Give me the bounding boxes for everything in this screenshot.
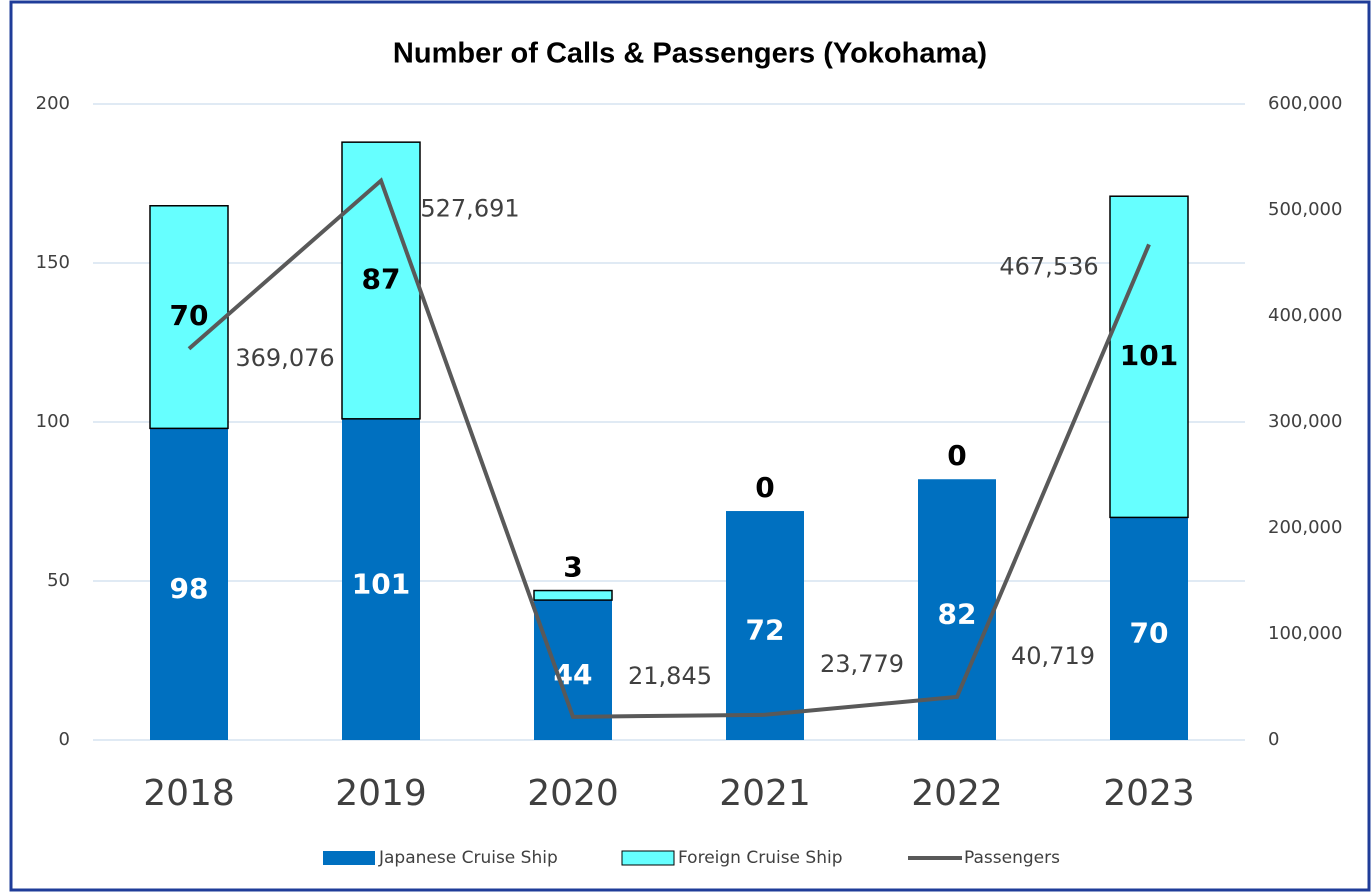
y2-tick-label: 200,000	[1268, 517, 1342, 538]
value-label: 70	[1130, 617, 1169, 650]
legend-label: Passengers	[964, 848, 1060, 868]
value-label: 82	[938, 598, 977, 631]
y2-tick-label: 400,000	[1268, 305, 1342, 326]
bar	[533, 589, 613, 601]
x-tick-label: 2022	[911, 773, 1003, 814]
value-label: 87	[362, 262, 401, 295]
bar	[150, 428, 228, 740]
bar	[1109, 195, 1189, 519]
legend-swatch	[323, 851, 375, 865]
legend-label: Japanese Cruise Ship	[378, 848, 558, 868]
legend-swatch	[621, 850, 675, 866]
y2-tick-label: 600,000	[1268, 93, 1342, 114]
line-value-label: 40,719	[1011, 642, 1095, 670]
x-tick-label: 2023	[1103, 773, 1195, 814]
x-tick-label: 2021	[719, 773, 811, 814]
line-value-label: 23,779	[820, 650, 904, 678]
value-label: 3	[563, 551, 582, 584]
y-tick-label: 200	[36, 93, 70, 114]
value-label: 101	[352, 567, 410, 600]
chart-title: Number of Calls & Passengers (Yokohama)	[393, 38, 987, 70]
y2-tick-label: 300,000	[1268, 411, 1342, 432]
y2-tick-label: 100,000	[1268, 623, 1342, 644]
value-label: 101	[1120, 339, 1178, 372]
y-tick-label: 0	[59, 729, 70, 750]
legend-label: Foreign Cruise Ship	[678, 848, 843, 868]
x-tick-label: 2020	[527, 773, 619, 814]
value-label: 70	[170, 299, 209, 332]
value-label: 0	[755, 471, 774, 504]
bar	[341, 141, 421, 420]
y2-tick-label: 0	[1268, 729, 1279, 750]
y-tick-label: 150	[36, 252, 70, 273]
bar	[1110, 517, 1188, 740]
line-value-label: 527,691	[420, 195, 519, 223]
y2-tick-label: 500,000	[1268, 199, 1342, 220]
x-tick-label: 2019	[335, 773, 427, 814]
line-value-label: 369,076	[235, 344, 334, 372]
line-value-label: 467,536	[999, 252, 1098, 280]
bar	[726, 511, 804, 740]
value-label: 72	[746, 614, 785, 647]
value-label: 98	[170, 572, 209, 605]
bar	[342, 418, 420, 740]
bar	[149, 205, 229, 430]
x-tick-label: 2018	[143, 773, 235, 814]
y-tick-label: 100	[36, 411, 70, 432]
line	[187, 177, 1151, 719]
line-value-label: 21,845	[628, 662, 712, 690]
value-label: 0	[947, 439, 966, 472]
y-tick-label: 50	[47, 570, 70, 591]
